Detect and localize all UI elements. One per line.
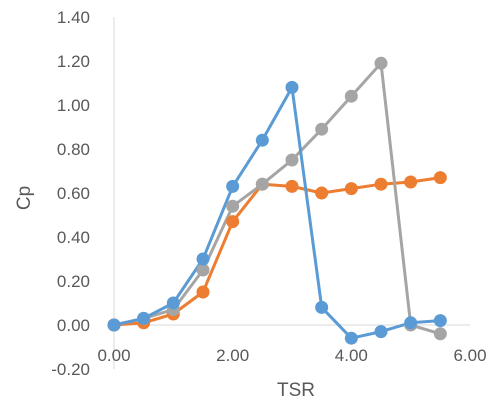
y-tick-label-2: 0.20 — [57, 272, 90, 291]
y-tick-label-5: 0.80 — [57, 140, 90, 159]
series-group — [107, 56, 447, 345]
series-line-1 — [113, 61, 441, 336]
series-0-point-10 — [404, 175, 418, 189]
series-0-point-6 — [285, 179, 299, 193]
series-2-point-0 — [107, 318, 121, 332]
series-1-point-5 — [255, 177, 269, 191]
series-2-point-11 — [433, 314, 447, 328]
series-2-point-10 — [404, 316, 418, 330]
series-line-0 — [113, 176, 441, 327]
y-tick-label-4: 0.60 — [57, 184, 90, 203]
x-tick-label-0: 0.00 — [97, 346, 130, 365]
series-2-point-8 — [344, 331, 358, 345]
series-0-point-7 — [315, 186, 329, 200]
y-tick-label-6: 1.00 — [57, 96, 90, 115]
series-line-2 — [113, 85, 441, 340]
series-0-point-11 — [433, 171, 447, 185]
y-axis-title: Cp — [14, 186, 35, 210]
series-0-point-4 — [226, 215, 240, 229]
series-2-point-2 — [166, 296, 180, 310]
series-2-point-5 — [255, 133, 269, 147]
y-tick-label-0: -0.20 — [51, 360, 90, 379]
x-tick-label-3: 6.00 — [453, 346, 486, 365]
series-0-point-8 — [344, 182, 358, 196]
y-tick-label-3: 0.40 — [57, 228, 90, 247]
series-1-point-9 — [374, 56, 388, 70]
series-2-point-3 — [196, 252, 210, 266]
series-1-point-11 — [433, 327, 447, 341]
series-1-point-6 — [285, 153, 299, 167]
series-1-point-7 — [315, 122, 329, 136]
series-0-point-9 — [374, 177, 388, 191]
series-0-point-3 — [196, 285, 210, 299]
series-2-point-4 — [226, 179, 240, 193]
series-2-point-6 — [285, 80, 299, 94]
tick-labels: -0.20 0.00 0.20 0.40 0.60 0.80 1.00 1.20 1.40 0.0… — [51, 8, 486, 379]
series-2-point-1 — [137, 311, 151, 325]
x-axis-title: TSR — [277, 380, 315, 401]
series-1-point-8 — [344, 89, 358, 103]
series-1-point-3 — [196, 263, 210, 277]
y-tick-label-7: 1.20 — [57, 52, 90, 71]
x-tick-label-1: 2.00 — [216, 346, 249, 365]
y-tick-label-8: 1.40 — [57, 8, 90, 27]
series-2-point-7 — [315, 300, 329, 314]
x-tick-label-2: 4.00 — [335, 346, 368, 365]
series-1-point-4 — [226, 199, 240, 213]
y-tick-label-1: 0.00 — [57, 316, 90, 335]
series-2-point-9 — [374, 325, 388, 339]
